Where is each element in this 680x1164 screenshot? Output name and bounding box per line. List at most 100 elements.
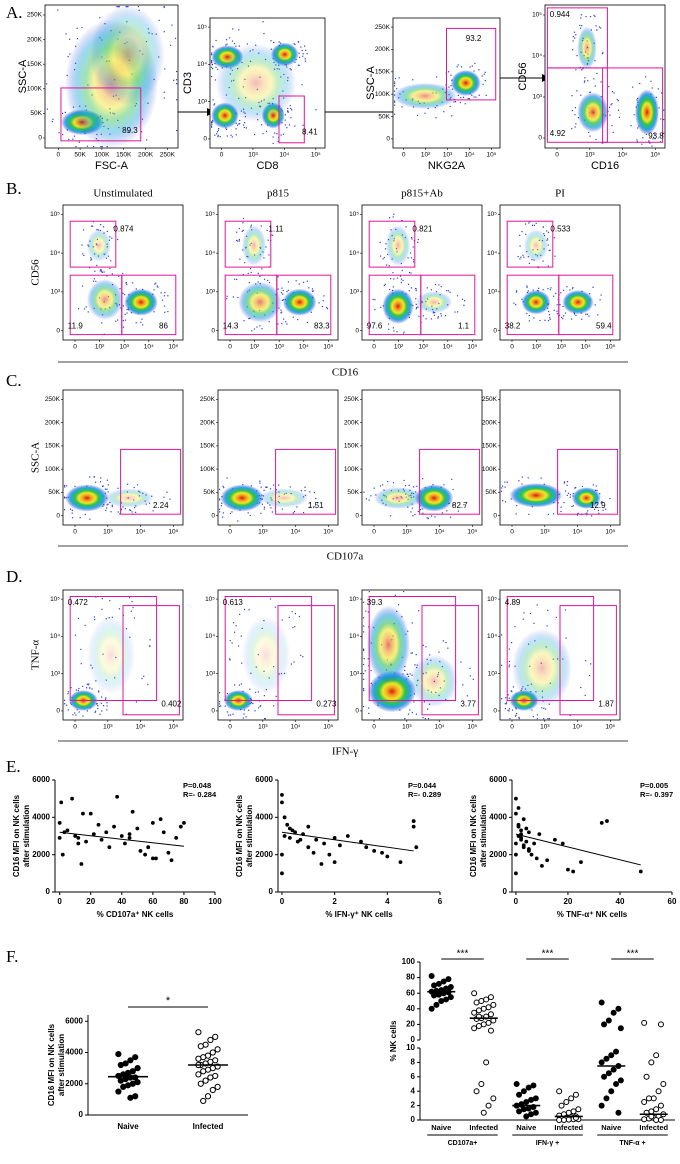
event-dot: [311, 288, 314, 290]
event-dot: [119, 513, 121, 515]
data-point: [645, 1095, 652, 1102]
event-dot: [242, 217, 245, 220]
data-point: [59, 800, 64, 805]
y-tick-label: 100K: [45, 466, 61, 473]
x-tick-label: Naive: [117, 1122, 139, 1131]
event-dot: [523, 612, 525, 614]
event-dot: [429, 654, 431, 656]
event-dot: [400, 220, 403, 222]
data-point: [88, 811, 93, 816]
data-point: [380, 850, 384, 855]
y-tick-label: 200K: [344, 419, 360, 426]
event-dot: [641, 143, 643, 145]
event-dot: [218, 127, 220, 130]
event-dot: [533, 317, 535, 319]
event-dot: [219, 701, 221, 703]
column-title: p815: [267, 188, 290, 200]
data-point: [641, 1099, 648, 1105]
event-dot: [617, 109, 620, 111]
y-axis-label: TNF-α: [30, 640, 42, 670]
event-dot: [459, 101, 461, 104]
data-point: [610, 1066, 617, 1073]
x-tick-label: 250K: [160, 152, 176, 159]
event-dot: [86, 683, 88, 685]
event-dot: [536, 714, 539, 716]
gate-value: 93.2: [466, 34, 482, 43]
column-title: Unstimulated: [93, 188, 153, 200]
data-point: [519, 828, 524, 833]
event-dot: [67, 691, 70, 693]
x-tick-label: Infected: [193, 1122, 224, 1131]
event-dot: [306, 321, 309, 324]
event-dot: [637, 127, 639, 129]
event-dot: [460, 97, 462, 99]
event-dot: [217, 135, 219, 138]
event-dot: [381, 484, 384, 486]
data-point: [475, 1022, 482, 1029]
event-dot: [176, 99, 178, 101]
x-tick-label: 10²: [250, 344, 260, 351]
x-tick-label: 10⁵: [323, 529, 333, 536]
event-dot: [400, 282, 402, 284]
gate-value: 0.402: [161, 700, 182, 709]
event-dot: [228, 658, 231, 660]
x-tick-label: 0: [228, 344, 232, 351]
y-tick-label: 100: [402, 957, 416, 966]
event-dot: [589, 135, 591, 137]
event-dot: [533, 224, 536, 227]
event-dot: [549, 317, 551, 319]
trend-line: [59, 831, 184, 847]
event-dot: [417, 510, 419, 513]
event-dot: [522, 618, 524, 620]
event-dot: [504, 486, 506, 488]
event-dot: [394, 100, 396, 102]
event-dot: [283, 318, 285, 320]
x-tick-label: 100: [208, 897, 222, 906]
data-point: [487, 1027, 494, 1034]
data-point: [560, 1117, 567, 1123]
event-dot: [111, 504, 113, 506]
event-dot: [265, 486, 268, 488]
data-point: [568, 1095, 575, 1102]
event-dot: [106, 709, 108, 711]
event-dot: [612, 131, 614, 134]
data-point: [207, 1074, 214, 1081]
event-dot: [239, 613, 241, 616]
event-dot: [232, 28, 234, 30]
event-dot: [557, 298, 559, 301]
data-point: [650, 1095, 657, 1102]
event-dot: [250, 271, 252, 274]
event-dot: [421, 478, 424, 480]
annotation: R=- 0.284: [183, 790, 217, 799]
event-dot: [313, 491, 315, 494]
density-blob: [215, 44, 297, 122]
x-tick-label: 10²: [532, 344, 542, 351]
event-dot: [107, 491, 109, 493]
event-dot: [515, 513, 517, 515]
event-dot: [581, 69, 583, 71]
event-dot: [392, 216, 394, 218]
event-dot: [547, 718, 549, 720]
x-tick-label: 10³: [556, 344, 566, 351]
event-dot: [143, 675, 145, 677]
data-point: [146, 845, 151, 850]
event-dot: [548, 310, 550, 313]
event-dot: [575, 34, 577, 36]
data-point: [359, 839, 363, 844]
event-dot: [579, 27, 582, 29]
x-tick-label: 0: [372, 724, 376, 731]
event-dot: [271, 234, 274, 236]
event-dot: [315, 109, 317, 111]
event-dot: [269, 598, 272, 600]
event-dot: [364, 670, 366, 672]
data-point: [524, 826, 529, 831]
event-dot: [212, 99, 214, 101]
x-tick-label: 10⁵: [467, 344, 477, 351]
event-dot: [260, 225, 262, 227]
event-dot: [242, 229, 244, 232]
event-dot: [160, 292, 162, 294]
x-tick-label: 10³: [540, 529, 550, 536]
event-dot: [148, 645, 151, 647]
event-dot: [226, 135, 228, 137]
y-tick-label: 150K: [375, 69, 391, 76]
